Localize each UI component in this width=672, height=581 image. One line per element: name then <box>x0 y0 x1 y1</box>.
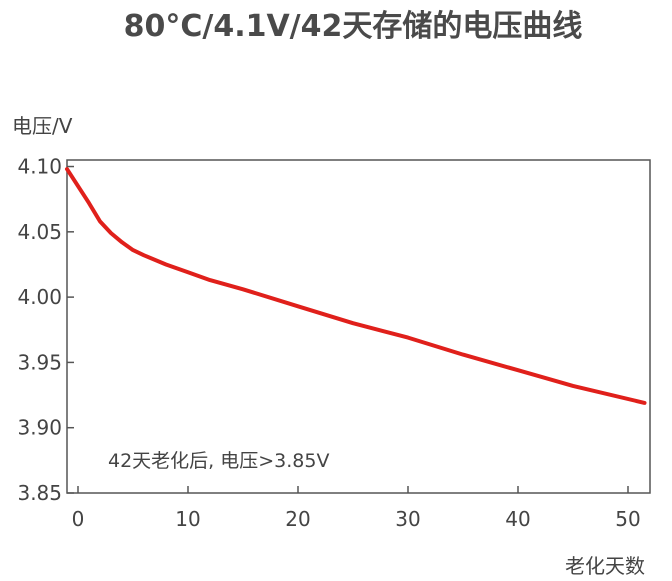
y-tick-label: 4.05 <box>17 220 62 244</box>
x-tick-label: 30 <box>395 507 420 531</box>
x-tick-label: 50 <box>615 507 640 531</box>
x-tick-label: 40 <box>505 507 530 531</box>
x-axis-label: 老化天数 <box>565 554 645 578</box>
y-tick-label: 3.90 <box>17 416 62 440</box>
y-tick-label: 3.85 <box>17 481 62 505</box>
x-axis: 0 10 20 30 40 50 <box>72 486 641 531</box>
y-tick-label: 4.00 <box>17 285 62 309</box>
plot-frame <box>66 159 651 494</box>
x-tick-label: 0 <box>72 507 85 531</box>
y-axis: 3.85 3.90 3.95 4.00 4.05 4.10 <box>17 155 74 505</box>
y-tick-label: 3.95 <box>17 350 62 374</box>
x-tick-label: 10 <box>175 507 200 531</box>
y-tick-label: 4.10 <box>17 155 62 179</box>
chart-annotation: 42天老化后, 电压>3.85V <box>108 450 329 472</box>
chart-title: 80°C/4.1V/42天存储的电压曲线 <box>124 9 583 44</box>
series-line <box>65 167 647 405</box>
series-layer <box>65 167 647 405</box>
x-tick-label: 20 <box>285 507 310 531</box>
y-axis-label: 电压/V <box>12 114 73 138</box>
